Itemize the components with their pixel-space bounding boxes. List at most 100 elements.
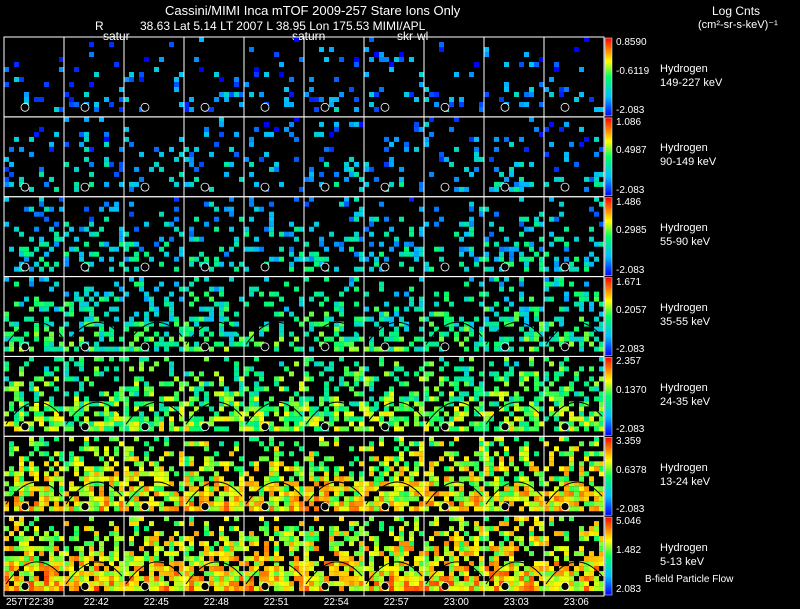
pixel-cell [474,536,479,542]
pixel-cell [424,87,429,92]
planet-marker [380,102,390,112]
pixel-cell [489,571,494,577]
pixel-cell [214,501,219,507]
pixel-cell [109,501,114,507]
pixel-cell [219,131,224,137]
pixel-cell [209,406,214,412]
pixel-cell [139,77,144,82]
pixel-cell [434,291,439,297]
pixel-cell [254,496,259,502]
planet-marker [260,422,270,432]
pixel-cell [199,566,204,572]
pixel-cell [554,62,559,67]
pixel-cell [249,531,254,537]
pixel-cell [159,421,164,427]
pixel-cell [519,536,524,542]
pixel-cell [99,331,104,337]
pixel-cell [69,581,74,587]
field-line [125,321,183,345]
pixel-cell [269,166,274,172]
pixel-cell [484,251,489,257]
pixel-cell [454,556,459,562]
pixel-cell [34,211,39,217]
pixel-cell [189,521,194,527]
pixel-cell [309,87,314,92]
pixel-cell [214,226,219,232]
pixel-cell [319,556,324,562]
pixel-cell [314,536,319,542]
pixel-cell [194,391,199,397]
pixel-cell [109,331,114,337]
pixel-cell [19,341,24,347]
pixel-cell [64,566,69,572]
pixel-cell [14,416,19,422]
pixel-cell [594,556,599,562]
pixel-cell [4,546,9,552]
pixel-cell [419,561,424,567]
pixel-cell [464,371,469,377]
pixel-cell [89,566,94,572]
pixel-cell [179,401,184,407]
pixel-cell [474,461,479,467]
pixel-cell [544,281,549,287]
pixel-cell [49,286,54,292]
pixel-cell [329,486,334,492]
pixel-cell [554,561,559,567]
pixel-cell [179,561,184,567]
pixel-cell [514,546,519,552]
pixel-cell [54,436,59,442]
pixel-cell [484,416,489,422]
pixel-cell [99,336,104,342]
pixel-cell [49,416,54,422]
pixel-cell [84,136,89,142]
pixel-cell [509,486,514,492]
pixel-cell [384,561,389,567]
pixel-cell [44,571,49,577]
pixel-cell [114,281,119,287]
pixel-cell [154,241,159,247]
pixel-cell [504,136,509,142]
pixel-cell [294,421,299,427]
pixel-cell [34,446,39,452]
pixel-cell [579,306,584,312]
pixel-cell [189,416,194,422]
pixel-cell [214,411,219,417]
pixel-cell [389,161,394,167]
pixel-cell [349,276,354,282]
pixel-cell [594,576,599,582]
pixel-cell [319,476,324,482]
pixel-cell [279,331,284,337]
pixel-cell [169,481,174,487]
pixel-cell [164,491,169,497]
pixel-cell [94,436,99,442]
pixel-cell [419,326,424,332]
pixel-cell [254,371,259,377]
pixel-cell [164,571,169,577]
pixel-cell [579,496,584,502]
pixel-cell [354,376,359,382]
pixel-cell [204,336,209,342]
pixel-cell [584,571,589,577]
pixel-cell [444,451,449,457]
pixel-cell [174,551,179,557]
pixel-cell [134,381,139,387]
pixel-cell [119,506,124,512]
pixel-cell [229,566,234,572]
pixel-cell [294,561,299,567]
pixel-cell [384,316,389,322]
colorbar-max-label: 2.357 [616,356,642,368]
pixel-cell [419,181,424,187]
pixel-cell [354,196,359,202]
pixel-cell [269,426,274,432]
pixel-cell [444,541,449,547]
pixel-cell [519,136,524,142]
pixel-cell [594,196,599,202]
pixel-cell [314,411,319,417]
pixel-cell [154,481,159,487]
pixel-cell [579,441,584,447]
pixel-cell [44,496,49,502]
pixel-cell [459,521,464,527]
pixel-cell [554,216,559,222]
pixel-cell [174,396,179,402]
pixel-cell [19,516,24,522]
